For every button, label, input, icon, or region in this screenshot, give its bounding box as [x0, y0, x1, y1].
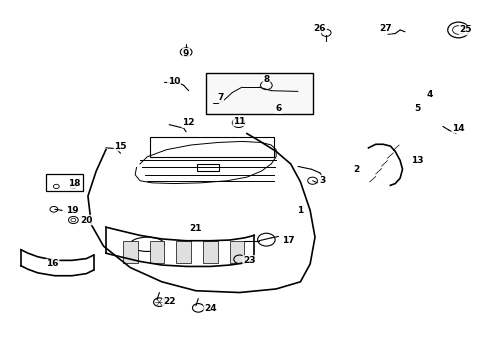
Text: 19: 19 — [65, 206, 78, 215]
Bar — [149, 137, 273, 157]
Text: 20: 20 — [80, 216, 92, 225]
Text: 3: 3 — [319, 176, 325, 185]
Bar — [229, 242, 244, 263]
Text: 22: 22 — [163, 297, 175, 306]
Text: 12: 12 — [182, 118, 194, 127]
Text: 4: 4 — [425, 90, 431, 99]
Text: 26: 26 — [313, 24, 325, 33]
Text: 15: 15 — [114, 141, 126, 150]
Text: 14: 14 — [451, 124, 464, 133]
Text: 27: 27 — [378, 24, 391, 33]
Text: 7: 7 — [217, 93, 223, 102]
Text: 10: 10 — [167, 77, 180, 86]
Text: 1: 1 — [297, 206, 303, 215]
Text: 17: 17 — [282, 236, 294, 245]
Bar — [46, 174, 82, 192]
Text: 9: 9 — [183, 49, 189, 58]
Text: 18: 18 — [68, 179, 81, 188]
Text: 5: 5 — [413, 104, 419, 113]
Bar — [176, 242, 191, 263]
Text: 13: 13 — [410, 156, 423, 165]
Bar — [203, 242, 217, 263]
Bar — [149, 242, 164, 263]
Bar — [197, 164, 219, 171]
Text: 6: 6 — [275, 104, 281, 113]
Text: 11: 11 — [233, 117, 245, 126]
Text: 8: 8 — [263, 76, 269, 85]
Text: 21: 21 — [189, 224, 202, 233]
Text: 2: 2 — [352, 165, 359, 174]
Bar — [122, 242, 137, 263]
Text: 23: 23 — [243, 256, 255, 265]
Text: 16: 16 — [46, 260, 59, 269]
Bar — [205, 73, 312, 114]
Text: 24: 24 — [203, 304, 216, 313]
Text: 25: 25 — [459, 26, 471, 35]
